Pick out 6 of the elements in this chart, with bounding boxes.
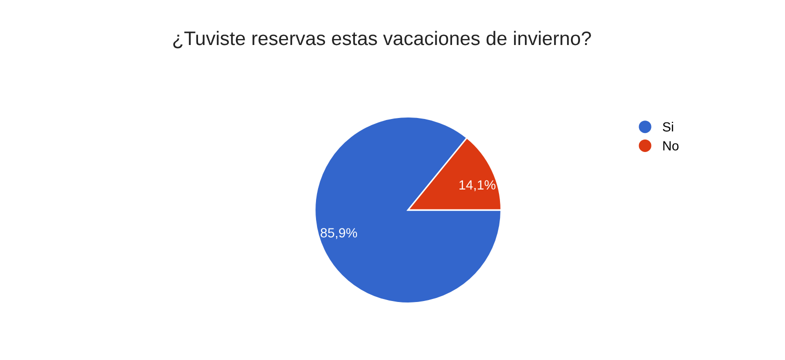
- data-label: 85,9%: [320, 228, 358, 240]
- legend-label: No: [663, 141, 679, 150]
- data-label: 14,1%: [459, 180, 496, 192]
- legend-label: Si: [662, 122, 674, 132]
- pie-slice: [314, 116, 502, 304]
- chart-title: ¿Tuviste reservas estas vacaciones de invierno?: [173, 30, 591, 48]
